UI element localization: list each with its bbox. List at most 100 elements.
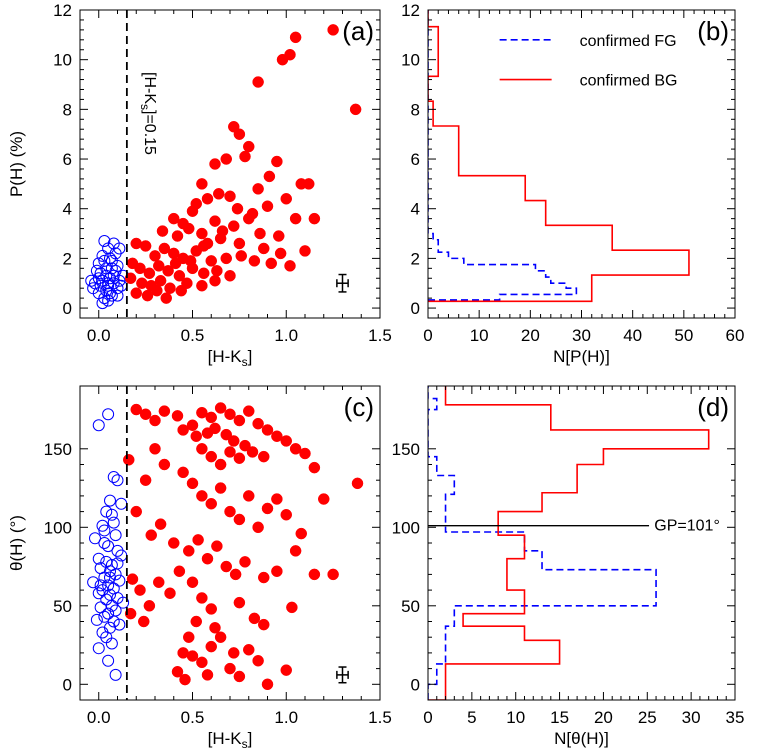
bg-point xyxy=(224,190,236,203)
x-axis-label: N[θ(H)] xyxy=(554,729,609,748)
bg-point xyxy=(130,287,142,299)
x-tick-label: 20 xyxy=(521,326,540,345)
bg-point xyxy=(209,422,221,435)
y-tick-label: 4 xyxy=(411,200,420,219)
fg-point xyxy=(105,262,118,275)
fg-point xyxy=(105,637,118,650)
bg-point xyxy=(243,490,255,502)
bg-point xyxy=(123,454,135,466)
bg-point xyxy=(173,565,186,578)
y-tick-label: 50 xyxy=(401,597,420,616)
x-axis-label-main: [H-K xyxy=(208,729,243,748)
y-tick-label: 10 xyxy=(401,51,420,70)
bg-point xyxy=(295,178,307,190)
bg-point xyxy=(134,262,146,275)
bg-point xyxy=(143,600,156,612)
bg-point xyxy=(220,153,232,165)
bg-point xyxy=(254,227,266,240)
bg-point xyxy=(184,255,197,267)
fg-point xyxy=(113,242,126,255)
bg-point xyxy=(318,493,330,505)
bg-point xyxy=(214,402,227,414)
y-tick-label: 0 xyxy=(411,299,420,318)
fg-point xyxy=(105,508,118,521)
bg-point xyxy=(138,615,150,628)
bg-point xyxy=(233,452,246,464)
fg-point xyxy=(117,596,130,609)
bg-point xyxy=(220,252,232,265)
fg-point xyxy=(109,604,122,617)
bg-point xyxy=(271,155,283,168)
bg-point xyxy=(160,292,172,304)
bg-point xyxy=(183,631,195,643)
bg-point xyxy=(196,490,208,502)
x-axis-label-sub: s xyxy=(242,355,248,369)
x-tick-label: 0.0 xyxy=(87,326,111,345)
bg-point xyxy=(308,568,321,581)
fg-point xyxy=(87,282,100,295)
fg-point xyxy=(102,294,115,307)
fg-histogram xyxy=(428,386,657,700)
bg-point xyxy=(228,220,240,232)
x-tick-label: 35 xyxy=(726,708,745,727)
galactic-plane-label: GP=101° xyxy=(654,518,720,535)
bg-point xyxy=(284,48,296,61)
fg-point xyxy=(98,537,111,549)
fg-point xyxy=(102,277,115,290)
bg-point xyxy=(299,447,311,460)
bg-point xyxy=(351,477,364,490)
bg-point xyxy=(235,250,247,262)
bg-point xyxy=(198,240,210,252)
bg-point xyxy=(239,150,251,163)
bg-point xyxy=(258,242,270,255)
x-tick-label: 0 xyxy=(423,326,432,345)
x-axis-label: N[P(H)] xyxy=(553,347,610,366)
bg-point xyxy=(158,242,171,255)
bg-point xyxy=(139,240,152,252)
bg-point xyxy=(308,461,321,474)
bg-point xyxy=(261,200,274,212)
fg-point xyxy=(89,532,101,545)
bg-point xyxy=(280,508,292,521)
panel-label: (d) xyxy=(697,392,729,422)
bg-point xyxy=(327,568,339,581)
bg-point xyxy=(216,225,229,237)
color-cut-label-end: ]=0.15 xyxy=(141,110,158,155)
bg-point xyxy=(252,521,264,534)
x-tick-label: 1.5 xyxy=(368,708,392,727)
bg-point xyxy=(196,443,208,455)
bg-point xyxy=(153,576,165,588)
y-axis-label: θ(H) (°) xyxy=(7,515,26,571)
fg-point xyxy=(92,587,105,600)
x-tick-label: 60 xyxy=(726,326,745,345)
bg-point xyxy=(177,466,189,479)
bg-point xyxy=(209,274,221,287)
y-tick-label: 4 xyxy=(63,200,72,219)
x-tick-label: 10 xyxy=(470,326,489,345)
bg-point xyxy=(299,245,311,257)
bg-point xyxy=(228,435,240,447)
bg-point xyxy=(271,430,283,442)
bg-point xyxy=(209,158,221,170)
bg-point xyxy=(158,405,171,417)
panel-d: GP=101° 0 5 10 15 20 25 30 35 0 50 100 150 N[θ(H)] (d) xyxy=(392,385,745,748)
x-tick-label: 5 xyxy=(467,708,476,727)
bg-point xyxy=(280,435,292,447)
bg-point xyxy=(263,170,276,183)
fg-point xyxy=(96,297,109,310)
bg-point xyxy=(271,493,283,505)
color-cut-label-main: [H-K xyxy=(141,72,158,104)
fg-point xyxy=(102,654,115,667)
x-tick-label: 20 xyxy=(594,708,613,727)
bg-point xyxy=(211,540,223,552)
bg-point xyxy=(153,260,165,272)
bg-point xyxy=(130,505,142,518)
x-tick-label: 25 xyxy=(638,708,657,727)
x-tick-label: 0.0 xyxy=(87,708,111,727)
fg-point xyxy=(94,267,107,280)
bg-point xyxy=(229,568,242,581)
y-tick-label: 8 xyxy=(63,100,72,119)
y-tick-label: 150 xyxy=(44,440,72,459)
bg-point xyxy=(213,188,225,200)
x-tick-label: 15 xyxy=(550,708,569,727)
